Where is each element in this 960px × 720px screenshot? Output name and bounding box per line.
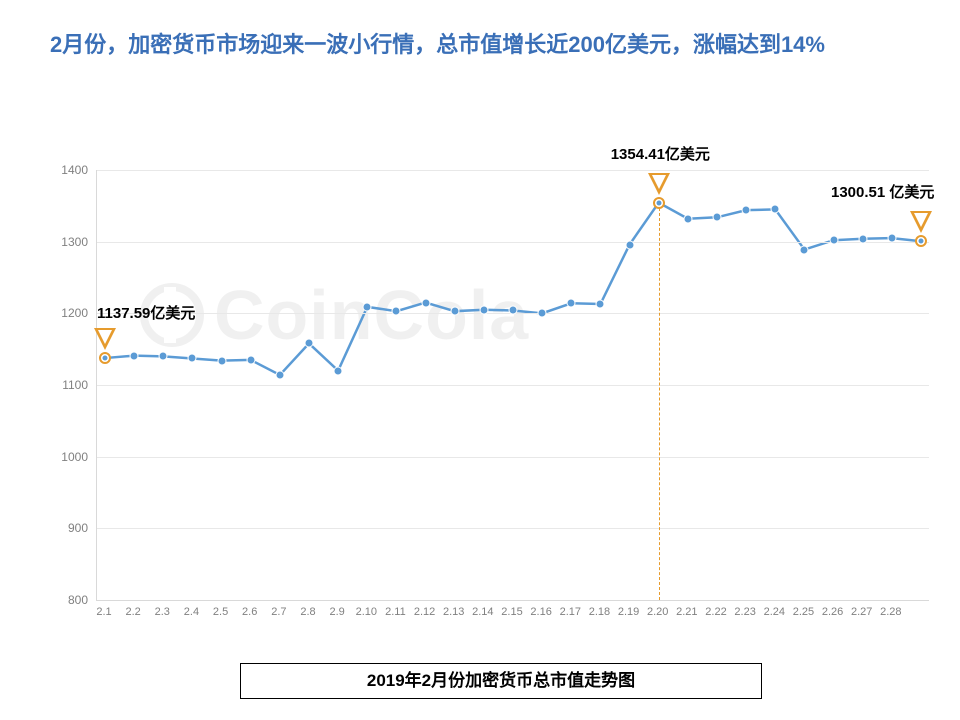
y-tick-label: 1100 xyxy=(48,378,88,392)
data-point xyxy=(800,245,809,254)
data-point xyxy=(538,309,547,318)
data-point xyxy=(887,234,896,243)
data-point xyxy=(450,307,459,316)
data-point xyxy=(305,339,314,348)
data-point xyxy=(683,214,692,223)
y-tick-label: 1200 xyxy=(48,306,88,320)
data-point xyxy=(509,306,518,315)
x-tick-label: 2.21 xyxy=(676,606,697,618)
data-point xyxy=(479,305,488,314)
annotation-vline xyxy=(659,203,660,600)
series-line xyxy=(105,203,921,375)
x-tick-label: 2.27 xyxy=(851,606,872,618)
data-point xyxy=(188,354,197,363)
data-point xyxy=(771,205,780,214)
x-tick-label: 2.11 xyxy=(385,606,406,618)
x-tick-label: 2.17 xyxy=(560,606,581,618)
x-tick-label: 2.15 xyxy=(501,606,522,618)
x-tick-label: 2.20 xyxy=(647,606,668,618)
annotation-label: 1300.51 亿美元 xyxy=(831,181,934,202)
highlight-dot xyxy=(919,239,924,244)
pointer-icon xyxy=(94,328,116,350)
data-point xyxy=(713,213,722,222)
data-point xyxy=(625,240,634,249)
pointer-icon xyxy=(910,211,932,233)
y-tick-label: 1400 xyxy=(48,163,88,177)
y-tick-label: 900 xyxy=(48,521,88,535)
legend-label: 2019年2月份加密货币总市值走势图 xyxy=(367,671,635,690)
data-point xyxy=(159,352,168,361)
annotation-label: 1354.41亿美元 xyxy=(611,143,710,164)
x-tick-label: 2.18 xyxy=(589,606,610,618)
x-tick-label: 2.22 xyxy=(705,606,726,618)
x-tick-label: 2.16 xyxy=(530,606,551,618)
y-tick-label: 1000 xyxy=(48,450,88,464)
y-tick-label: 1300 xyxy=(48,235,88,249)
data-point xyxy=(217,356,226,365)
data-point xyxy=(246,355,255,364)
data-point xyxy=(742,206,751,215)
x-tick-label: 2.23 xyxy=(734,606,755,618)
data-point xyxy=(334,366,343,375)
data-point xyxy=(567,299,576,308)
pointer-icon xyxy=(648,173,670,195)
x-tick-label: 2.10 xyxy=(356,606,377,618)
x-tick-label: 2.12 xyxy=(414,606,435,618)
gridline xyxy=(97,242,929,243)
x-tick-label: 2.7 xyxy=(271,606,286,618)
y-tick-label: 800 xyxy=(48,593,88,607)
x-tick-label: 2.25 xyxy=(793,606,814,618)
x-tick-label: 2.5 xyxy=(213,606,228,618)
annotation-label: 1137.59亿美元 xyxy=(97,302,195,323)
x-tick-label: 2.1 xyxy=(96,606,111,618)
x-tick-label: 2.28 xyxy=(880,606,901,618)
chart: 1137.59亿美元1354.41亿美元1300.51 亿美元 800 900 10… xyxy=(48,170,928,630)
data-point xyxy=(596,300,605,309)
x-tick-label: 2.9 xyxy=(329,606,344,618)
legend-box: 2019年2月份加密货币总市值走势图 xyxy=(240,663,762,699)
x-tick-label: 2.4 xyxy=(184,606,199,618)
data-point xyxy=(392,307,401,316)
plot-area: 1137.59亿美元1354.41亿美元1300.51 亿美元 xyxy=(96,170,929,601)
x-tick-label: 2.14 xyxy=(472,606,493,618)
x-tick-label: 2.2 xyxy=(125,606,140,618)
gridline xyxy=(97,457,929,458)
gridline xyxy=(97,170,929,171)
data-point xyxy=(130,351,139,360)
x-tick-label: 2.8 xyxy=(300,606,315,618)
highlight-dot xyxy=(103,356,108,361)
x-tick-label: 2.24 xyxy=(764,606,785,618)
x-tick-label: 2.13 xyxy=(443,606,464,618)
highlight-dot xyxy=(656,200,661,205)
chart-title: 2月份，加密货币市场迎来一波小行情，总市值增长近200亿美元，涨幅达到14% xyxy=(50,28,930,62)
x-tick-label: 2.19 xyxy=(618,606,639,618)
gridline xyxy=(97,385,929,386)
data-point xyxy=(858,234,867,243)
data-point xyxy=(363,302,372,311)
x-tick-label: 2.6 xyxy=(242,606,257,618)
x-tick-label: 2.26 xyxy=(822,606,843,618)
data-point xyxy=(829,236,838,245)
gridline xyxy=(97,528,929,529)
data-point xyxy=(421,298,430,307)
data-point xyxy=(275,370,284,379)
x-tick-label: 2.3 xyxy=(155,606,170,618)
